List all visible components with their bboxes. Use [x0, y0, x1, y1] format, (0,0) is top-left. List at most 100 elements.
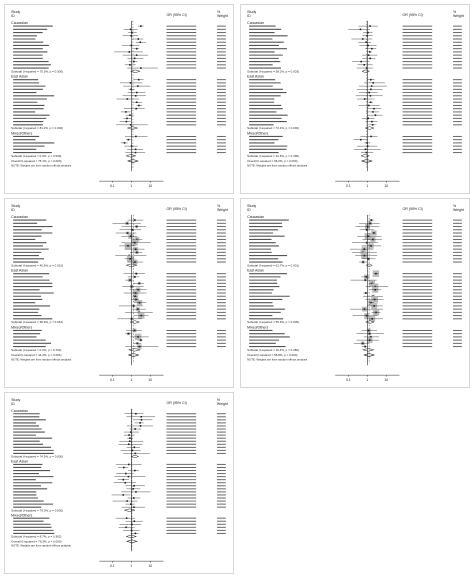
point-estimate — [129, 124, 132, 126]
point-estimate — [367, 31, 369, 34]
point-estimate — [134, 292, 137, 294]
x-tick-label: 10 — [384, 378, 388, 382]
point-estimate — [360, 60, 362, 63]
point-estimate — [365, 314, 368, 317]
point-estimate — [370, 135, 372, 138]
subgroup-diamond — [129, 69, 141, 73]
subgroup-label: Caucasian — [11, 215, 28, 219]
point-estimate — [375, 311, 377, 314]
point-estimate — [131, 31, 133, 34]
x-tick-label: 10 — [384, 184, 388, 188]
point-estimate — [372, 238, 374, 241]
subgroup-diamond — [129, 320, 141, 324]
point-estimate — [137, 288, 139, 291]
subgroup-diamond — [361, 69, 371, 73]
point-estimate — [122, 494, 125, 496]
point-estimate — [370, 301, 372, 304]
point-estimate — [137, 78, 140, 81]
header-ci: OR (95% CI) — [166, 207, 186, 211]
subgroup-label: Caucasian — [247, 215, 264, 219]
header-weight: Weight — [217, 208, 228, 212]
point-estimate — [136, 342, 139, 345]
header-id: ID — [11, 208, 15, 212]
point-estimate — [137, 308, 139, 310]
point-estimate — [133, 506, 135, 508]
forest-plot-1: Study ID OR (95% CI)% Weight Caucasian Subtot… — [4, 4, 234, 194]
point-estimate — [132, 488, 134, 490]
subgroup-subtotal: Subtotal (I-squared = 12.5%, p = 0.335) — [247, 154, 299, 158]
point-estimate — [133, 497, 135, 499]
point-estimate — [129, 279, 131, 281]
subgroup-diamond — [128, 348, 141, 352]
header-id: ID — [11, 14, 15, 18]
point-estimate — [123, 466, 125, 469]
subgroup-subtotal: Subtotal (I-squared = 8.7%, p = 0.362) — [11, 535, 61, 539]
point-estimate — [124, 472, 127, 475]
header-id: ID — [247, 14, 251, 18]
x-tick-label: 0.1 — [346, 378, 351, 382]
subgroup-diamond — [364, 320, 375, 324]
x-tick-label: 1 — [130, 184, 132, 188]
point-estimate — [370, 88, 372, 91]
point-estimate — [125, 120, 128, 123]
point-estimate — [135, 491, 137, 493]
point-estimate — [135, 135, 137, 138]
point-estimate — [365, 151, 368, 154]
subgroup-label: Caucasian — [11, 21, 28, 25]
point-estimate — [374, 114, 377, 116]
overall-label: Overall (I-squared = 58.8%, p = 0.000) — [247, 353, 297, 357]
point-estimate — [134, 532, 137, 535]
point-estimate — [371, 120, 373, 123]
point-estimate — [373, 107, 375, 110]
subgroup-label: East Asian — [247, 269, 264, 273]
overall-label: Overall (I-squared = 76.3%, p = 0.000) — [11, 540, 61, 544]
point-estimate — [367, 258, 370, 260]
header-id: ID — [247, 208, 251, 212]
point-estimate — [363, 308, 366, 310]
header-weight: Weight — [217, 402, 228, 406]
header-study: Study — [247, 10, 256, 14]
point-estimate — [366, 228, 368, 231]
point-estimate — [134, 261, 136, 263]
header-study: Study — [11, 204, 20, 208]
forest-plot-4: Study ID OR (95% CI)% Weight Caucasian Subtot… — [240, 198, 470, 388]
point-estimate — [136, 238, 138, 241]
subgroup-diamond — [126, 126, 139, 130]
point-estimate — [134, 295, 136, 298]
point-estimate — [134, 428, 136, 430]
point-estimate — [128, 51, 131, 53]
x-tick-label: 10 — [148, 378, 152, 382]
subgroup-subtotal: Subtotal (I-squared = 0.0%, p = 0.533) — [11, 154, 61, 158]
header-pct: % — [217, 398, 221, 402]
header-pct: % — [453, 204, 457, 208]
subgroup-subtotal: Subtotal (I-squared = 61.7%, p = 0.001) — [247, 263, 299, 267]
x-tick-label: 0.1 — [110, 184, 115, 188]
point-estimate — [123, 142, 126, 144]
x-tick-label: 0.1 — [110, 378, 115, 382]
overall-label: Overall (I-squared = 44.2%, p = 0.001) — [11, 353, 61, 357]
point-estimate — [129, 431, 132, 433]
point-estimate — [369, 94, 372, 97]
point-estimate — [368, 332, 371, 335]
point-estimate — [134, 148, 137, 151]
subgroup-diamond — [360, 154, 371, 158]
x-tick-label: 1 — [130, 378, 132, 382]
point-estimate — [367, 235, 369, 238]
point-estimate — [371, 47, 373, 50]
point-estimate — [361, 342, 364, 345]
point-estimate — [131, 449, 134, 452]
point-estimate — [127, 475, 130, 478]
subgroup-diamond — [124, 508, 136, 512]
header-id: ID — [11, 402, 15, 406]
point-estimate — [135, 107, 137, 110]
point-estimate — [134, 248, 137, 250]
point-estimate — [127, 138, 130, 141]
x-tick-label: 0.1 — [346, 184, 351, 188]
forest-plot-5: Study ID OR (95% CI)% Weight Caucasian Subtot… — [4, 392, 234, 574]
subgroup-label: Mixed/Others — [11, 513, 32, 517]
x-tick-label: 1 — [130, 564, 132, 568]
point-estimate — [370, 245, 372, 247]
subgroup-subtotal: Subtotal (I-squared = 45.6%, p = 0.031) — [11, 263, 63, 267]
point-estimate — [369, 101, 372, 104]
point-estimate — [138, 301, 141, 304]
